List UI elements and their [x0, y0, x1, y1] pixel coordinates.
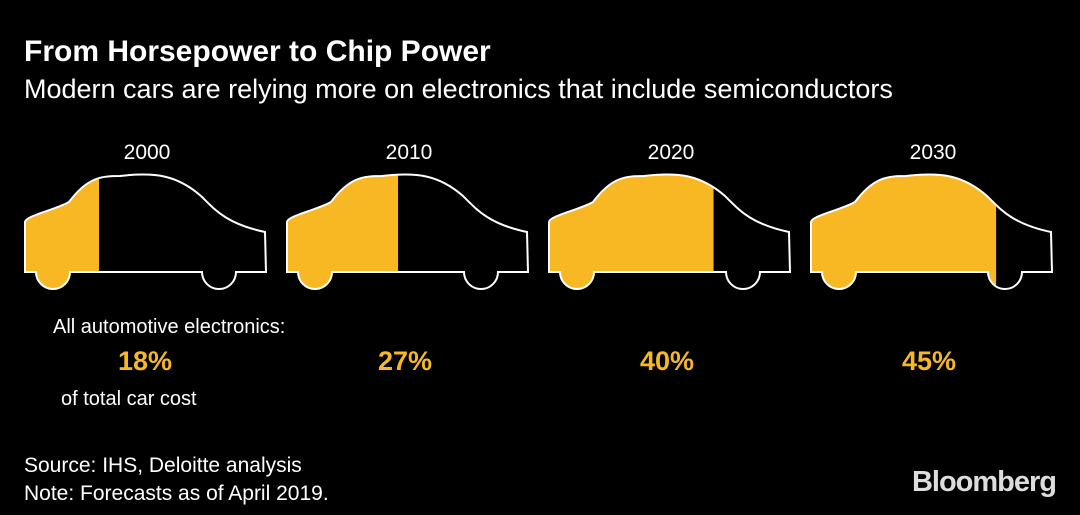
- value-label-2030: 45%: [902, 346, 956, 376]
- year-label-2010: 2010: [386, 141, 433, 164]
- electronics-fill-2020: [549, 174, 714, 289]
- car-outline-2030: [810, 173, 1054, 290]
- year-label-2000: 2000: [124, 141, 171, 164]
- chart-title: From Horsepower to Chip Power: [24, 35, 491, 68]
- electronics-fill-2030: [811, 174, 997, 289]
- cost-label: of total car cost: [61, 388, 197, 410]
- source-text: Source: IHS, Deloitte analysis: [24, 454, 302, 477]
- chart-subtitle: Modern cars are relying more on electron…: [24, 74, 893, 104]
- car-2030: 2030 45%: [810, 141, 1054, 376]
- car-2010: 2010 27%: [286, 141, 530, 376]
- value-label-2020: 40%: [640, 346, 694, 376]
- car-outline-2000: [24, 173, 268, 290]
- car-outline-2020: [548, 173, 792, 290]
- bloomberg-logo: Bloomberg: [911, 466, 1057, 498]
- year-label-2020: 2020: [648, 141, 695, 164]
- value-label-2010: 27%: [378, 346, 432, 376]
- source-notes: Source: IHS, Deloitte analysis Note: For…: [24, 452, 329, 508]
- electronics-fill-2010: [287, 174, 399, 289]
- car-outline-2010: [286, 173, 530, 290]
- value-label-2000: 18%: [118, 346, 172, 376]
- note-text: Note: Forecasts as of April 2019.: [24, 482, 329, 505]
- car-2000: 2000 18%: [24, 141, 268, 376]
- year-label-2030: 2030: [910, 141, 957, 164]
- electronics-label: All automotive electronics:: [53, 316, 286, 338]
- car-2020: 2020 40%: [548, 141, 792, 376]
